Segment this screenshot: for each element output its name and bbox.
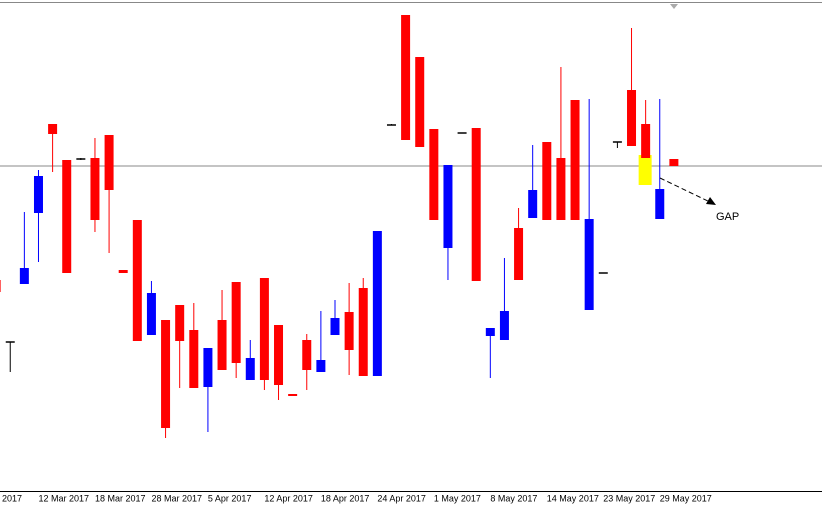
x-tick-label: r 2017 — [0, 493, 22, 503]
candle-body — [245, 358, 255, 380]
shift-marker — [670, 4, 678, 9]
x-tick-label: 8 May 2017 — [490, 493, 537, 503]
candle-body — [62, 160, 72, 273]
x-tick-label: 18 Mar 2017 — [95, 493, 146, 503]
x-tick-label: 29 May 2017 — [660, 493, 712, 503]
candle-body — [274, 325, 284, 385]
candle-body — [330, 318, 340, 335]
candle-body — [132, 220, 142, 341]
candle-body — [556, 158, 566, 220]
candle-body — [627, 90, 637, 146]
candle-body — [175, 305, 185, 341]
x-tick-label: 28 Mar 2017 — [151, 493, 202, 503]
candle-body — [104, 135, 114, 190]
x-tick-label: 18 Apr 2017 — [321, 493, 370, 503]
x-tick-label: 14 May 2017 — [547, 493, 599, 503]
candle-body — [655, 189, 665, 219]
candle-body — [203, 348, 213, 387]
candle-body — [33, 176, 43, 213]
candle-body — [217, 320, 227, 370]
candle-body — [570, 100, 580, 220]
plot-area — [0, 15, 822, 438]
arrow-head — [706, 197, 716, 205]
candle-body — [146, 293, 156, 335]
annotation: GAP — [716, 211, 739, 223]
candle-body — [358, 288, 368, 376]
candle-body — [302, 340, 312, 370]
candle-body — [401, 15, 411, 140]
gap-highlight — [638, 155, 652, 185]
candle-body — [499, 311, 509, 340]
candle-body — [514, 228, 524, 280]
candle-body — [48, 124, 58, 134]
candle-body — [669, 159, 679, 166]
candle-body — [316, 360, 326, 372]
x-tick-label: 5 Apr 2017 — [208, 493, 252, 503]
candle-body — [19, 268, 29, 284]
candle-body — [118, 270, 128, 273]
candle-body — [528, 190, 538, 218]
x-tick-label: 23 May 2017 — [603, 493, 655, 503]
candle-body — [0, 280, 1, 292]
candle-body — [641, 124, 651, 158]
candle-body — [372, 231, 382, 376]
candle-body — [584, 219, 594, 310]
candle-body — [542, 142, 552, 220]
candle-body — [288, 394, 298, 396]
candle-body — [344, 312, 354, 350]
candle-body — [259, 278, 269, 380]
x-tick-label: 24 Apr 2017 — [377, 493, 426, 503]
candle-body — [90, 158, 100, 220]
annotation-arrow — [659, 177, 713, 204]
x-tick-label: 12 Apr 2017 — [264, 493, 313, 503]
candle-body — [231, 282, 241, 363]
candle-body — [189, 330, 199, 388]
candle-body — [429, 129, 439, 220]
x-tick-label: 12 Mar 2017 — [38, 493, 89, 503]
candle-body — [443, 165, 453, 248]
candle-body — [415, 57, 425, 147]
candle-body — [485, 328, 495, 336]
candle-body — [161, 320, 171, 428]
candle-body — [471, 128, 481, 281]
x-tick-label: 1 May 2017 — [434, 493, 481, 503]
